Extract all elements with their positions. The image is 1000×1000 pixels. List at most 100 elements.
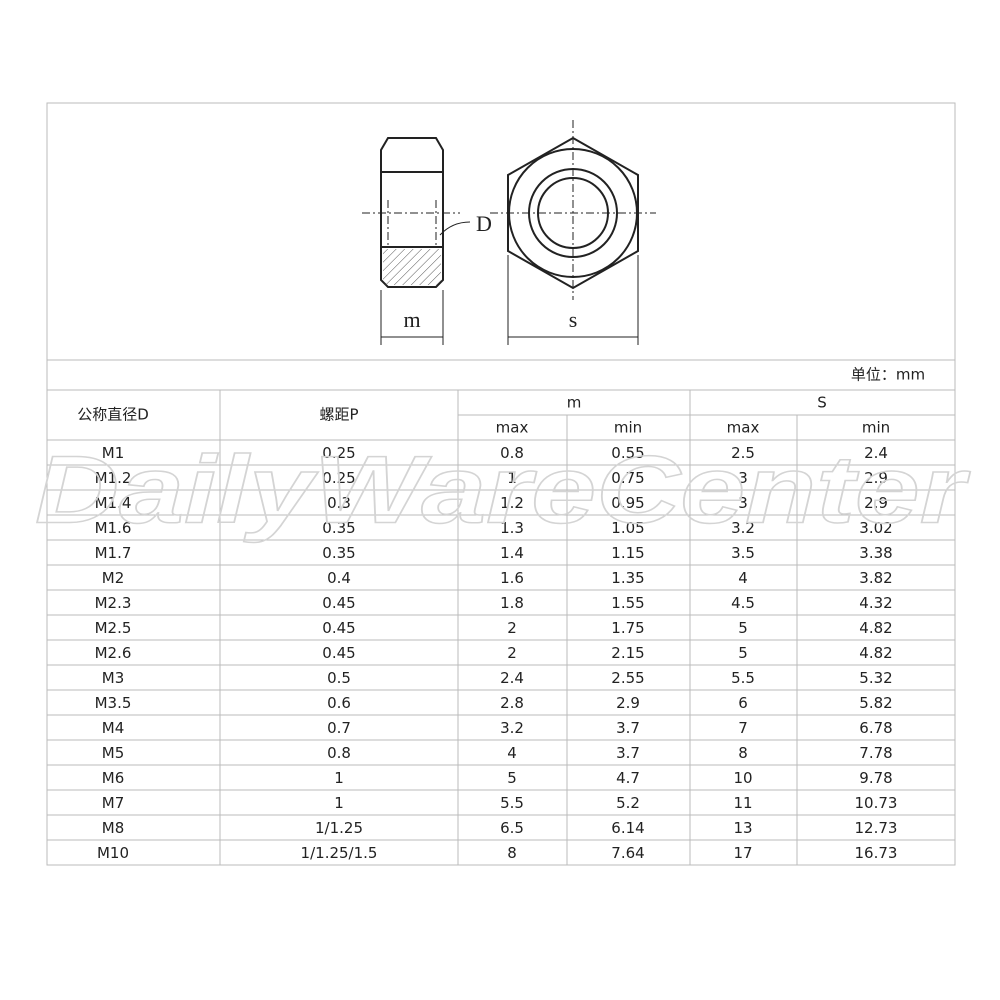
table-cell: M8	[102, 819, 125, 837]
table-cell: 1.8	[500, 594, 524, 612]
table-cell: 17	[733, 844, 752, 862]
table-cell: 6	[738, 694, 748, 712]
table-cell: 0.55	[611, 444, 644, 462]
table-cell: 7.64	[611, 844, 644, 862]
table-cell: 2.8	[500, 694, 524, 712]
table-cell: 4.82	[859, 644, 892, 662]
table-cell: M2.6	[95, 644, 132, 662]
table-cell: M4	[102, 719, 125, 737]
table-cell: 4.7	[616, 769, 640, 787]
table-cell: 3.02	[859, 519, 892, 537]
table-cell: 10.73	[855, 794, 898, 812]
table-cell: 4	[507, 744, 517, 762]
table-cell: M1.6	[95, 519, 132, 537]
table-cell: 2.9	[616, 694, 640, 712]
table-cell: 1.15	[611, 544, 644, 562]
table-cell: 2.55	[611, 669, 644, 687]
label-s: s	[569, 307, 578, 332]
table-cell: 5	[738, 619, 748, 637]
table-cell: M3.5	[95, 694, 132, 712]
table-cell: 3	[738, 494, 748, 512]
side-view	[362, 137, 471, 345]
unit-label: 单位：mm	[851, 366, 925, 384]
front-view	[490, 120, 656, 345]
table-cell: 3.2	[731, 519, 755, 537]
table-cell: M2.3	[95, 594, 132, 612]
table-grid	[47, 359, 955, 866]
table-cell: 2	[507, 644, 517, 662]
table-body: M1 0.25 0.8 0.55 2.5 2.4M1.2 0.25 1 0.75 3 2.9M1.4…	[95, 444, 898, 862]
table-cell: 0.8	[327, 744, 351, 762]
table-cell: 3.2	[500, 719, 524, 737]
table-cell: M7	[102, 794, 125, 812]
table-cell: 5.5	[500, 794, 524, 812]
table-cell: 0.5	[327, 669, 351, 687]
label-d: D	[476, 211, 492, 236]
watermark: DailyWareCenter	[35, 436, 971, 543]
table-cell: 0.75	[611, 469, 644, 487]
table-cell: M2	[102, 569, 125, 587]
table-cell: 0.35	[322, 519, 355, 537]
table-cell: 12.73	[855, 819, 898, 837]
table-cell: 1.05	[611, 519, 644, 537]
table-cell: 2.4	[500, 669, 524, 687]
table-cell: M1.7	[95, 544, 132, 562]
table-cell: 7	[738, 719, 748, 737]
table-cell: M1.2	[95, 469, 132, 487]
table-cell: 2.5	[731, 444, 755, 462]
table-cell: 3.82	[859, 569, 892, 587]
table-cell: 0.4	[327, 569, 351, 587]
table-cell: 8	[738, 744, 748, 762]
table-cell: 7.78	[859, 744, 892, 762]
table-cell: 5	[507, 769, 517, 787]
table-cell: 4	[738, 569, 748, 587]
table-cell: 1/1.25	[315, 819, 363, 837]
table-cell: 3.7	[616, 719, 640, 737]
table-cell: 0.25	[322, 444, 355, 462]
table-cell: 1.55	[611, 594, 644, 612]
header-diameter: 公称直径D	[77, 406, 149, 424]
table-cell: 2.15	[611, 644, 644, 662]
table-cell: 1.3	[500, 519, 524, 537]
header-pitch: 螺距P	[319, 406, 358, 424]
table-cell: 5	[738, 644, 748, 662]
table-cell: 6.78	[859, 719, 892, 737]
table-cell: 11	[733, 794, 752, 812]
table-cell: 6.14	[611, 819, 644, 837]
header-s-max: max	[727, 419, 760, 437]
table-cell: 0.45	[322, 619, 355, 637]
table-cell: M6	[102, 769, 125, 787]
table-cell: 0.45	[322, 594, 355, 612]
table-cell: 1/1.25/1.5	[301, 844, 378, 862]
table-cell: 1.2	[500, 494, 524, 512]
table-cell: 3.38	[859, 544, 892, 562]
table-cell: 4.32	[859, 594, 892, 612]
table-cell: 0.6	[327, 694, 351, 712]
table-cell: M5	[102, 744, 125, 762]
table-cell: 0.3	[327, 494, 351, 512]
table-cell: 1	[507, 469, 517, 487]
table-cell: 3.7	[616, 744, 640, 762]
table-cell: 1.75	[611, 619, 644, 637]
table-cell: 16.73	[855, 844, 898, 862]
table-cell: M2.5	[95, 619, 132, 637]
header-m: m	[567, 394, 582, 412]
table-cell: 8	[507, 844, 517, 862]
table-cell: 1.35	[611, 569, 644, 587]
table-cell: 4.82	[859, 619, 892, 637]
table-cell: 0.8	[500, 444, 524, 462]
label-m: m	[403, 307, 420, 332]
table-cell: 2.4	[864, 444, 888, 462]
table-cell: 5.2	[616, 794, 640, 812]
header-s: S	[817, 394, 827, 412]
table-cell: 5.5	[731, 669, 755, 687]
table-cell: 0.35	[322, 544, 355, 562]
table-cell: 2	[507, 619, 517, 637]
table-cell: 13	[733, 819, 752, 837]
table-cell: 5.32	[859, 669, 892, 687]
header-s-min: min	[862, 419, 890, 437]
table-cell: 0.25	[322, 469, 355, 487]
table-cell: M1	[102, 444, 125, 462]
table-cell: 1.6	[500, 569, 524, 587]
